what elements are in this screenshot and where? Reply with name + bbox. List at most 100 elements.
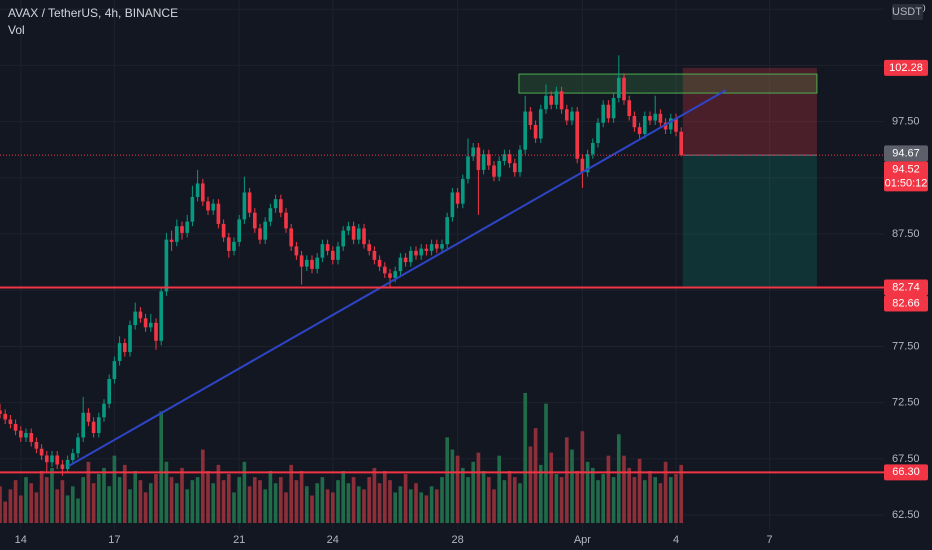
candle-body (206, 201, 210, 211)
candle-body (658, 113, 663, 123)
countdown: 01:50:12 (885, 177, 928, 189)
candle-body (143, 318, 148, 328)
volume-bar (112, 455, 117, 523)
candle-body (211, 203, 216, 211)
candle-body (585, 154, 590, 173)
volume-bar (585, 461, 590, 523)
plot-area (0, 0, 884, 530)
candle-body (653, 113, 658, 121)
volume-bar (637, 458, 642, 523)
candle-body (559, 91, 564, 110)
volume-bar (580, 431, 585, 523)
volume-bar (616, 434, 621, 523)
volume-bar (180, 467, 184, 523)
y-tick-label: 77.50 (892, 340, 920, 352)
candle-body (258, 228, 262, 240)
volume-bar (273, 483, 278, 523)
candle-body (450, 192, 455, 218)
volume-bar (590, 467, 595, 523)
candle-body (60, 464, 65, 469)
candle-body (195, 183, 200, 197)
candle-body (284, 212, 288, 229)
candle-body (398, 257, 403, 272)
candle-body (320, 244, 325, 258)
volume-bar (429, 486, 434, 523)
volume-bar (502, 480, 507, 523)
volume-bar (70, 486, 75, 523)
candle-body (512, 163, 517, 173)
candle-body (466, 156, 470, 179)
candle-body (133, 311, 138, 326)
volume-bar (91, 483, 96, 523)
candle-body (356, 228, 361, 240)
candle-body (278, 199, 283, 213)
volume-bar (414, 483, 418, 523)
volume-bar (611, 477, 616, 523)
volume-bar (570, 449, 574, 523)
candle-body (169, 239, 174, 242)
candle-body (159, 291, 164, 341)
volume-bar (164, 461, 169, 523)
volume-bar (29, 483, 34, 523)
volume-bar (310, 495, 314, 523)
volume-bar (518, 483, 522, 523)
volume-bar (450, 449, 455, 523)
volume-bar (263, 489, 268, 523)
candle-body (294, 246, 299, 256)
candle-body (471, 147, 476, 157)
candle-body (55, 455, 60, 465)
candle-body (154, 322, 158, 341)
volume-bar (320, 477, 325, 523)
volume-bar (65, 495, 70, 523)
candle-body (252, 212, 257, 229)
price-label-box (884, 59, 928, 76)
candle-body (429, 244, 434, 251)
volume-bar (190, 480, 195, 523)
candle-body (237, 219, 242, 242)
price-label: 82.74 (892, 281, 920, 293)
volume-bar (252, 477, 257, 523)
volume-bar (564, 437, 569, 523)
candle-body (388, 273, 392, 278)
price-label-box (884, 145, 928, 162)
volume-bar (424, 495, 429, 523)
volume-bar (81, 477, 86, 523)
volume-bar (346, 483, 351, 523)
candle-body (460, 178, 465, 204)
volume-bar (382, 470, 387, 523)
candle-body (622, 77, 626, 101)
candle-body (518, 149, 522, 173)
volume-bar (96, 474, 101, 523)
candle-body (242, 192, 247, 220)
volume-bar (315, 483, 320, 523)
volume-bar (455, 455, 460, 523)
volume-bar (674, 474, 678, 523)
price-label: 66.30 (892, 466, 920, 478)
volume-bar (538, 464, 543, 523)
volume-bar (237, 477, 242, 523)
candle-body (29, 432, 34, 442)
candle-body (554, 91, 559, 105)
volume-bar (258, 480, 262, 523)
indicator-label: Vol (8, 23, 25, 37)
candle-body (533, 124, 538, 139)
volume-bar (668, 477, 673, 523)
volume-bar (13, 480, 18, 523)
candle-body (627, 100, 632, 117)
target-zone (682, 155, 817, 288)
volume-bar (367, 477, 372, 523)
volume-bar (138, 480, 143, 523)
volume-bar (377, 483, 382, 523)
candle-body (3, 413, 8, 420)
candle-body (408, 250, 413, 263)
volume-bar (294, 480, 299, 523)
time-axis (0, 530, 884, 550)
volume-bar (544, 403, 548, 523)
candle-body (102, 403, 106, 418)
candle-body (564, 109, 569, 121)
currency: USDT (892, 6, 922, 18)
volume-bar (107, 486, 112, 523)
candle-body (611, 98, 616, 119)
volume-bar (445, 437, 450, 523)
